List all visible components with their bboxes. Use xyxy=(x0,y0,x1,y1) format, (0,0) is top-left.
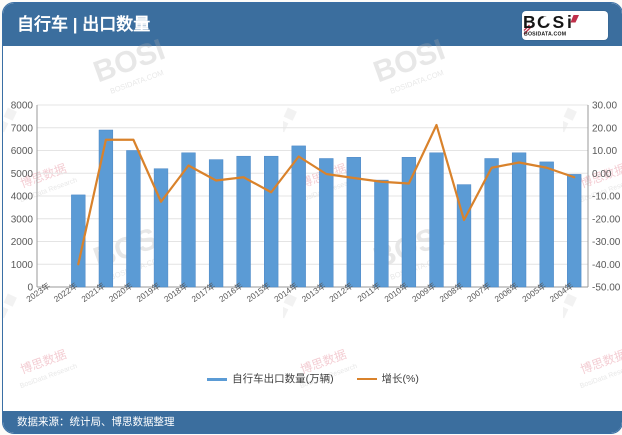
svg-text:8000: 8000 xyxy=(11,101,34,112)
svg-text:3000: 3000 xyxy=(11,214,34,225)
svg-text:1000: 1000 xyxy=(11,260,34,271)
svg-text:B: B xyxy=(523,12,535,32)
svg-text:S: S xyxy=(553,12,564,32)
svg-text:20.00: 20.00 xyxy=(592,123,617,134)
svg-text:-40.00: -40.00 xyxy=(592,260,621,271)
svg-text:-20.00: -20.00 xyxy=(592,214,621,225)
svg-text:0.00: 0.00 xyxy=(592,169,612,180)
svg-text:10.00: 10.00 xyxy=(592,146,617,157)
svg-text:5000: 5000 xyxy=(11,169,34,180)
svg-text:i: i xyxy=(567,12,571,32)
svg-text:-10.00: -10.00 xyxy=(592,192,621,203)
svg-text:7000: 7000 xyxy=(11,123,34,134)
svg-text:-30.00: -30.00 xyxy=(592,237,621,248)
svg-text:-50.00: -50.00 xyxy=(592,283,621,294)
svg-text:30.00: 30.00 xyxy=(592,101,617,112)
svg-text:2000: 2000 xyxy=(11,237,34,248)
svg-text:6000: 6000 xyxy=(11,146,34,157)
svg-text:4000: 4000 xyxy=(11,192,34,203)
svg-text:2022年: 2022年 xyxy=(52,280,80,304)
